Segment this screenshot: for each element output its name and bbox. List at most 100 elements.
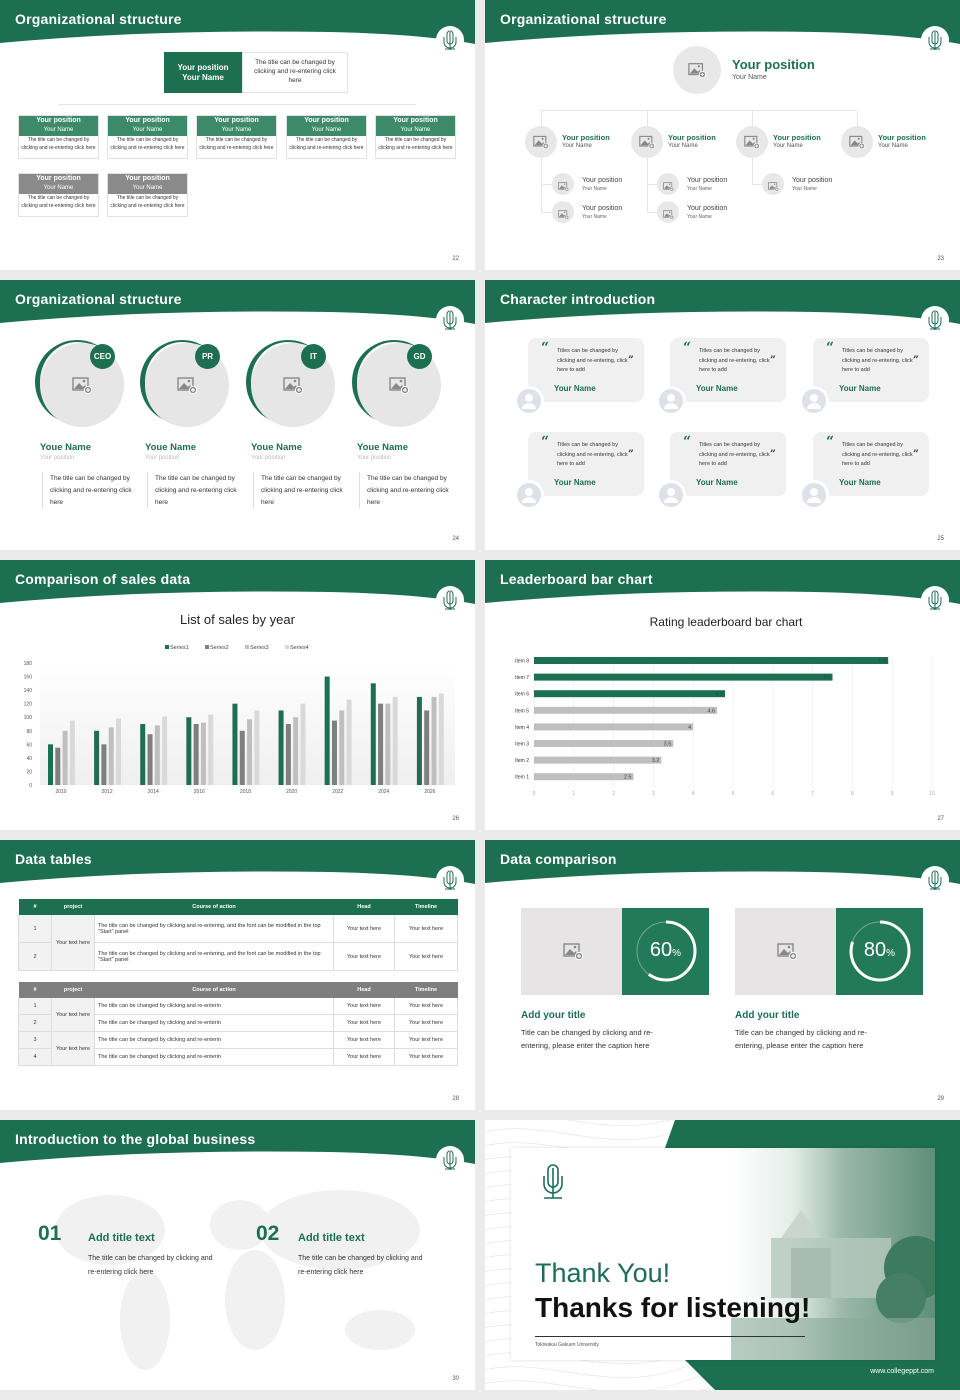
data-label: 7.5: [823, 675, 831, 681]
column-header: #: [18, 898, 52, 915]
avatar[interactable]: [736, 126, 768, 158]
y-tick-label: 0: [29, 783, 32, 789]
card-description: The title can be changed by clicking and…: [289, 137, 364, 151]
bar-series2: [424, 710, 430, 785]
role-badge: GD: [407, 344, 432, 369]
data-label: 4.8: [715, 692, 723, 698]
university-logo-badge: [436, 1146, 464, 1174]
bar-series3: [339, 710, 345, 785]
avatar[interactable]: [514, 386, 544, 416]
position-card[interactable]: Your position Your Name The title can be c…: [18, 115, 99, 159]
avatar[interactable]: [799, 386, 829, 416]
avatar[interactable]: [656, 480, 686, 510]
character-name: Your Name: [839, 478, 881, 487]
item-description: The title can be changed by clicking and…: [298, 1255, 423, 1276]
bar: [534, 740, 674, 747]
column-header: Course of action: [94, 898, 334, 915]
bar-series1: [324, 676, 330, 785]
table-row[interactable]: 1 Your text here The title can be changed …: [18, 997, 458, 1032]
legend-swatch: [285, 645, 289, 649]
connector-line: [541, 158, 542, 212]
image-placeholder-icon: [177, 375, 198, 395]
item-number: 01: [38, 1222, 62, 1245]
avatar[interactable]: [799, 480, 829, 510]
position-card[interactable]: Your position Your Name The title can be c…: [107, 115, 188, 159]
bar-series2: [147, 734, 153, 785]
timeline-cell: Your text here: [394, 1031, 458, 1049]
connector-line: [647, 110, 648, 126]
member-position: Your position: [251, 455, 286, 461]
website-link[interactable]: www.collegeppt.com: [870, 1368, 934, 1375]
member-name: Youe Name: [40, 442, 92, 453]
quote-text: Titles can be changed by clicking and re…: [699, 348, 770, 373]
avatar[interactable]: [657, 173, 679, 195]
sales-chart: 0 20 40 60 80 100 120 140 160 180 2010 2012 2014 2016…: [24, 645, 455, 795]
character-card[interactable]: [528, 432, 644, 496]
bar: [534, 723, 694, 731]
character-card[interactable]: [813, 338, 929, 402]
header-banner: [485, 0, 960, 44]
bar-series4: [254, 710, 260, 785]
position-card[interactable]: Your position Your Name The title can be c…: [18, 173, 99, 217]
avatar[interactable]: [552, 201, 574, 223]
x-tick-label: 2: [612, 791, 615, 797]
row-number: 1: [18, 914, 52, 943]
image-placeholder-icon: [777, 941, 798, 961]
avatar[interactable]: [657, 201, 679, 223]
avatar[interactable]: [631, 126, 663, 158]
page-number: 23: [937, 256, 944, 262]
header-banner: [0, 840, 475, 884]
avatar[interactable]: [762, 173, 784, 195]
position-label: Your position: [393, 117, 438, 124]
card-description: The title can be changed by clicking and…: [199, 137, 274, 151]
category-label: Item 6: [515, 692, 529, 698]
bar-series3: [62, 730, 68, 785]
bar-series2: [55, 747, 61, 785]
divider: [147, 472, 148, 508]
position-card[interactable]: Your position Your Name The title can be c…: [196, 115, 277, 159]
character-card[interactable]: [528, 338, 644, 402]
card-description: The title can be changed by clicking and…: [110, 137, 185, 151]
bar-series4: [116, 718, 122, 785]
progress-panel: 80%: [836, 908, 923, 995]
table-row[interactable]: 2 The title can be changed by clicking an…: [18, 942, 458, 971]
position-card-header: Your position Your Name: [197, 116, 276, 136]
character-card[interactable]: [670, 432, 786, 496]
bar-series4: [438, 693, 444, 785]
connector-line: [647, 212, 657, 213]
bar-series2: [239, 730, 245, 785]
bar-series1: [416, 696, 422, 785]
character-card[interactable]: [670, 338, 786, 402]
quote-text: Titles can be changed by clicking and re…: [699, 442, 770, 467]
table-row[interactable]: 4 The title can be changed by clicking an…: [18, 1048, 458, 1066]
position-card[interactable]: Your position Your Name The title can be c…: [375, 115, 456, 159]
position-card-header: Your position Your Name: [19, 116, 98, 136]
x-tick-label: 7: [811, 791, 814, 797]
name-label: Your Name: [400, 126, 431, 133]
name-label: Your Name: [792, 186, 817, 192]
character-card[interactable]: [813, 432, 929, 496]
bar-series2: [193, 724, 199, 785]
table-row[interactable]: 3 Your text here The title can be changed …: [18, 1031, 458, 1066]
row-number: 2: [18, 942, 52, 971]
column-header: Head: [333, 898, 395, 915]
page-number: 27: [937, 816, 944, 822]
avatar[interactable]: [514, 480, 544, 510]
avatar[interactable]: [656, 386, 686, 416]
legend-label: Series1: [170, 645, 189, 651]
column-header: project: [51, 898, 95, 915]
bar-series1: [232, 703, 238, 785]
name-label: Your Name: [582, 186, 607, 192]
x-tick-label: 8: [851, 791, 854, 797]
avatar[interactable]: [841, 126, 873, 158]
column-header: Head: [333, 981, 395, 998]
action-cell: The title can be changed by clicking and…: [94, 1014, 334, 1032]
position-card[interactable]: Your position Your Name The title can be c…: [107, 173, 188, 217]
table-row[interactable]: 2 The title can be changed by clicking an…: [18, 1014, 458, 1032]
avatar[interactable]: [525, 126, 557, 158]
slide-sales: Comparison of sales data 26 List of sale…: [0, 560, 475, 830]
position-card[interactable]: Your position Your Name The title can be c…: [286, 115, 367, 159]
close-quote-icon: ”: [913, 355, 919, 366]
avatar[interactable]: [552, 173, 574, 195]
table-row[interactable]: 1 Your text here The title can be changed …: [18, 914, 458, 971]
